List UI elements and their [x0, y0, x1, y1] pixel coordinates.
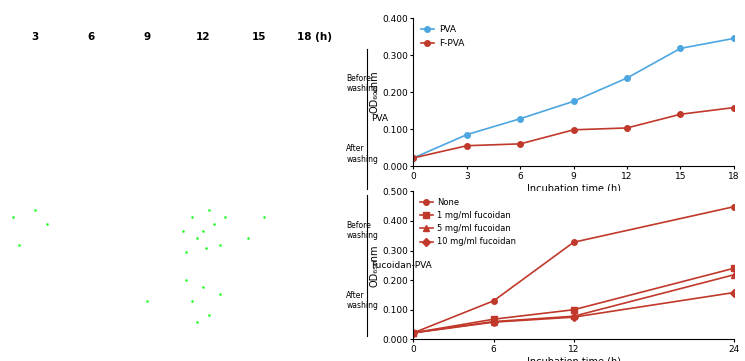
Line: None: None: [410, 204, 737, 336]
Text: Before
washing: Before washing: [346, 74, 378, 93]
5 mg/ml fucoidan: [569, 314, 578, 318]
F-PVA: [569, 128, 578, 132]
10 mg/ml fucoidan: [489, 320, 498, 324]
1 mg/ml fucoidan: [569, 308, 578, 312]
Line: 1 mg/ml fucoidan: 1 mg/ml fucoidan: [410, 266, 737, 336]
Text: After
washing: After washing: [346, 291, 378, 310]
Text: 6: 6: [88, 32, 95, 42]
Legend: PVA, F-PVA: PVA, F-PVA: [418, 23, 467, 51]
Text: Before
washing: Before washing: [346, 221, 378, 240]
None: [489, 299, 498, 303]
Text: After
washing: After washing: [346, 144, 378, 164]
1 mg/ml fucoidan: [729, 266, 738, 270]
None: [569, 240, 578, 244]
Y-axis label: OD₆₀₀nm: OD₆₀₀nm: [370, 71, 379, 113]
F-PVA: [463, 144, 472, 148]
PVA: [676, 46, 685, 51]
1 mg/ml fucoidan: [489, 317, 498, 321]
PVA: [409, 156, 418, 160]
F-PVA: [729, 105, 738, 110]
Text: 3: 3: [32, 32, 39, 42]
None: [729, 205, 738, 209]
10 mg/ml fucoidan: [569, 315, 578, 319]
Line: F-PVA: F-PVA: [410, 105, 737, 161]
Text: 12: 12: [196, 32, 210, 42]
Legend: None, 1 mg/ml fucoidan, 5 mg/ml fucoidan, 10 mg/ml fucoidan: None, 1 mg/ml fucoidan, 5 mg/ml fucoidan…: [418, 196, 519, 249]
None: [409, 331, 418, 335]
F-PVA: [676, 112, 685, 116]
X-axis label: Incubation time (h): Incubation time (h): [527, 357, 621, 361]
PVA: [729, 36, 738, 40]
Line: 5 mg/ml fucoidan: 5 mg/ml fucoidan: [410, 272, 737, 336]
F-PVA: [623, 126, 632, 130]
Text: Fucoidan-PVA: Fucoidan-PVA: [371, 261, 432, 270]
Text: 9: 9: [144, 32, 150, 42]
5 mg/ml fucoidan: [409, 331, 418, 335]
Line: PVA: PVA: [410, 36, 737, 161]
Line: 10 mg/ml fucoidan: 10 mg/ml fucoidan: [410, 290, 737, 336]
1 mg/ml fucoidan: [409, 331, 418, 335]
F-PVA: [409, 156, 418, 160]
10 mg/ml fucoidan: [729, 290, 738, 295]
PVA: [569, 99, 578, 104]
PVA: [623, 76, 632, 80]
F-PVA: [516, 142, 524, 146]
PVA: [516, 117, 524, 121]
X-axis label: Incubation time (h): Incubation time (h): [527, 183, 621, 193]
Text: 15: 15: [252, 32, 266, 42]
PVA: [463, 132, 472, 137]
Y-axis label: OD₆₅₀nm: OD₆₅₀nm: [370, 244, 379, 287]
5 mg/ml fucoidan: [729, 273, 738, 277]
Text: PVA: PVA: [371, 114, 388, 123]
5 mg/ml fucoidan: [489, 319, 498, 324]
10 mg/ml fucoidan: [409, 331, 418, 335]
Text: 18 (h): 18 (h): [297, 32, 332, 42]
